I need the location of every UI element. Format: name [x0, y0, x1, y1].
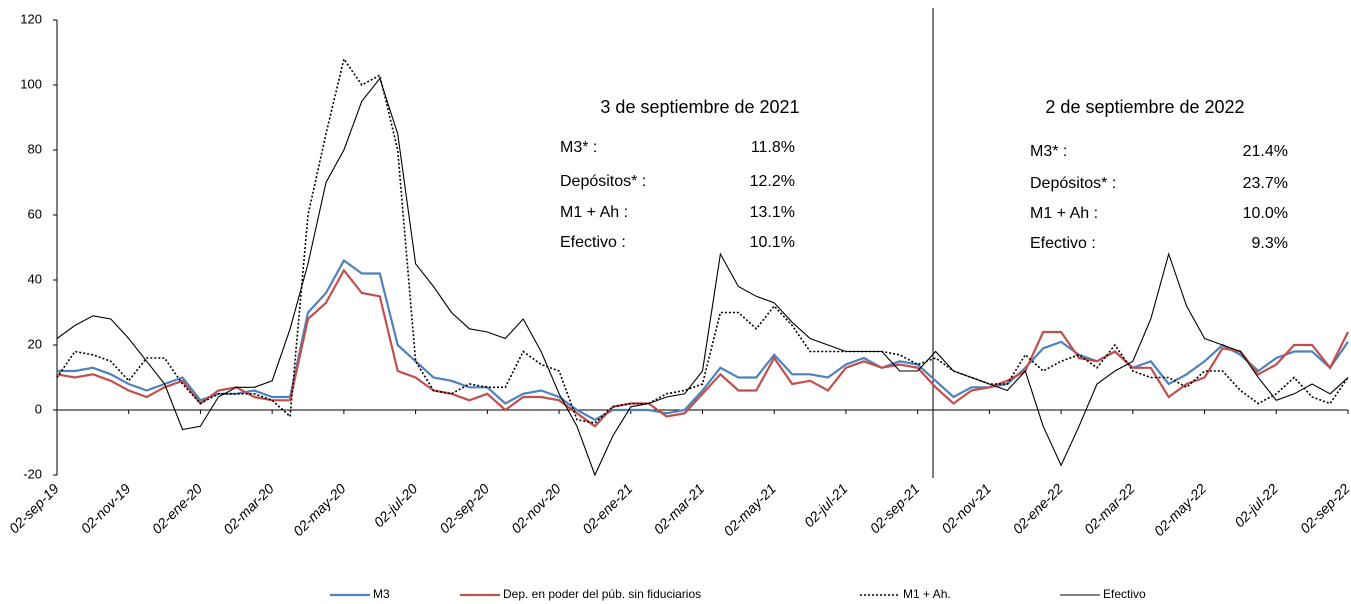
x-tick-label: 02-mar-21 — [650, 480, 707, 537]
series-line — [56, 268, 1349, 428]
y-tick-label: 40 — [28, 271, 42, 286]
x-tick-label: 02-ene-21 — [579, 480, 635, 536]
y-tick-label: 20 — [28, 336, 42, 351]
legend-label: M3 — [373, 587, 390, 601]
x-tick-label: 02-nov-21 — [938, 480, 994, 536]
annotation-label: Depósitos* : — [560, 173, 646, 190]
x-tick-label: 02-sep-19 — [6, 480, 62, 536]
x-tick-label: 02-mar-22 — [1081, 480, 1138, 537]
annotation-label: Efectivo : — [560, 234, 626, 251]
annotation-value: 9.3% — [1252, 235, 1288, 252]
x-tick-label: 02-jul-20 — [371, 480, 421, 530]
annotation-title: 3 de septiembre de 2021 — [600, 97, 799, 117]
legend-label: Dep. en poder del púb. sin fiduciarios — [503, 587, 701, 601]
annotation-label: M1 + Ah : — [1030, 205, 1098, 222]
y-tick-label: 0 — [35, 401, 42, 416]
x-tick-label: 02-jul-22 — [1231, 480, 1281, 530]
y-tick-label: 60 — [28, 206, 42, 221]
annotation-label: M3* : — [560, 139, 597, 156]
annotation-label: Efectivo : — [1030, 235, 1096, 252]
annotation-value: 13.1% — [750, 204, 795, 221]
x-tick-label: 02-jul-21 — [801, 480, 851, 530]
annotation-value: 12.2% — [750, 173, 795, 190]
x-tick-label: 02-mar-20 — [220, 480, 277, 537]
x-tick-label: 02-ene-20 — [149, 480, 206, 537]
annotation-value: 23.7% — [1243, 175, 1288, 192]
legend-label: M1 + Ah. — [903, 587, 951, 601]
x-tick-label: 02-nov-19 — [78, 480, 134, 536]
annotation-value: 10.1% — [750, 234, 795, 251]
legend-label: Efectivo — [1103, 587, 1146, 601]
x-tick-label: 02-ene-22 — [1009, 480, 1066, 537]
series-line — [56, 77, 1349, 477]
x-tick-label: 02-nov-20 — [508, 480, 564, 536]
annotation-value: 21.4% — [1243, 143, 1288, 160]
annotation-title: 2 de septiembre de 2022 — [1045, 97, 1244, 117]
annotation-value: 11.8% — [751, 139, 795, 156]
annotation-label: Depósitos* : — [1030, 175, 1116, 192]
x-tick-label: 02-may-20 — [290, 480, 349, 539]
series-line — [56, 57, 1349, 424]
x-tick-label: 02-sep-22 — [1297, 480, 1351, 536]
y-tick-label: 80 — [28, 141, 42, 156]
x-tick-label: 02-may-21 — [720, 480, 779, 539]
annotation-label: M3* : — [1030, 143, 1067, 160]
y-tick-label: -20 — [23, 466, 42, 481]
annotation-label: M1 + Ah : — [560, 204, 628, 221]
x-tick-label: 02-sep-20 — [436, 480, 492, 536]
annotation-value: 10.0% — [1243, 205, 1288, 222]
y-tick-label: 120 — [20, 11, 42, 26]
y-tick-label: 100 — [20, 76, 42, 91]
x-tick-label: 02-sep-21 — [867, 480, 923, 536]
x-tick-label: 02-may-22 — [1151, 480, 1210, 539]
